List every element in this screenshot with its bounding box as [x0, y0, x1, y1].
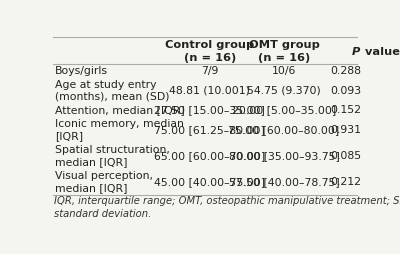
- Text: Age at study entry
(months), mean (SD): Age at study entry (months), mean (SD): [55, 80, 169, 101]
- Text: Spatial structuration,
median [IQR]: Spatial structuration, median [IQR]: [55, 145, 170, 167]
- Text: 0.093: 0.093: [330, 86, 362, 96]
- Text: 0.212: 0.212: [330, 177, 362, 187]
- Text: 75.00 [60.00–80.00]: 75.00 [60.00–80.00]: [228, 125, 340, 135]
- Text: Control group
(n = 16): Control group (n = 16): [165, 40, 254, 62]
- Text: Iconic memory, median
[IQR]: Iconic memory, median [IQR]: [55, 119, 184, 140]
- Text: 7/9: 7/9: [201, 66, 218, 76]
- Text: P: P: [352, 46, 360, 56]
- Text: 0.152: 0.152: [330, 105, 362, 115]
- Text: Visual perception,
median [IQR]: Visual perception, median [IQR]: [55, 171, 153, 193]
- Text: 65.00 [60.00–70.00]: 65.00 [60.00–70.00]: [154, 151, 265, 161]
- Text: value: value: [361, 46, 400, 56]
- Text: 0.288: 0.288: [330, 66, 362, 76]
- Text: 27.50 [15.00–35.00]: 27.50 [15.00–35.00]: [154, 105, 265, 115]
- Text: 75.00 [61.25–80.00]: 75.00 [61.25–80.00]: [154, 125, 265, 135]
- Text: 0.085: 0.085: [330, 151, 362, 161]
- Text: 54.75 (9.370): 54.75 (9.370): [247, 86, 321, 96]
- Text: Attention, median [IQR]: Attention, median [IQR]: [55, 105, 184, 115]
- Text: 57.50 [40.00–78.75]: 57.50 [40.00–78.75]: [229, 177, 340, 187]
- Text: 80.00 [35.00–93.75]: 80.00 [35.00–93.75]: [229, 151, 340, 161]
- Text: IQR, interquartile range; OMT, osteopathic manipulative treatment; SD,
standard : IQR, interquartile range; OMT, osteopath…: [54, 195, 400, 218]
- Text: 45.00 [40.00–75.00]: 45.00 [40.00–75.00]: [154, 177, 265, 187]
- Text: 10/6: 10/6: [272, 66, 296, 76]
- Text: 48.81 (10.001): 48.81 (10.001): [169, 86, 250, 96]
- Text: 0.931: 0.931: [330, 125, 362, 135]
- Text: 20.00 [5.00–35.00]: 20.00 [5.00–35.00]: [232, 105, 336, 115]
- Text: Boys/girls: Boys/girls: [55, 66, 108, 76]
- Text: OMT group
(n = 16): OMT group (n = 16): [249, 40, 320, 62]
